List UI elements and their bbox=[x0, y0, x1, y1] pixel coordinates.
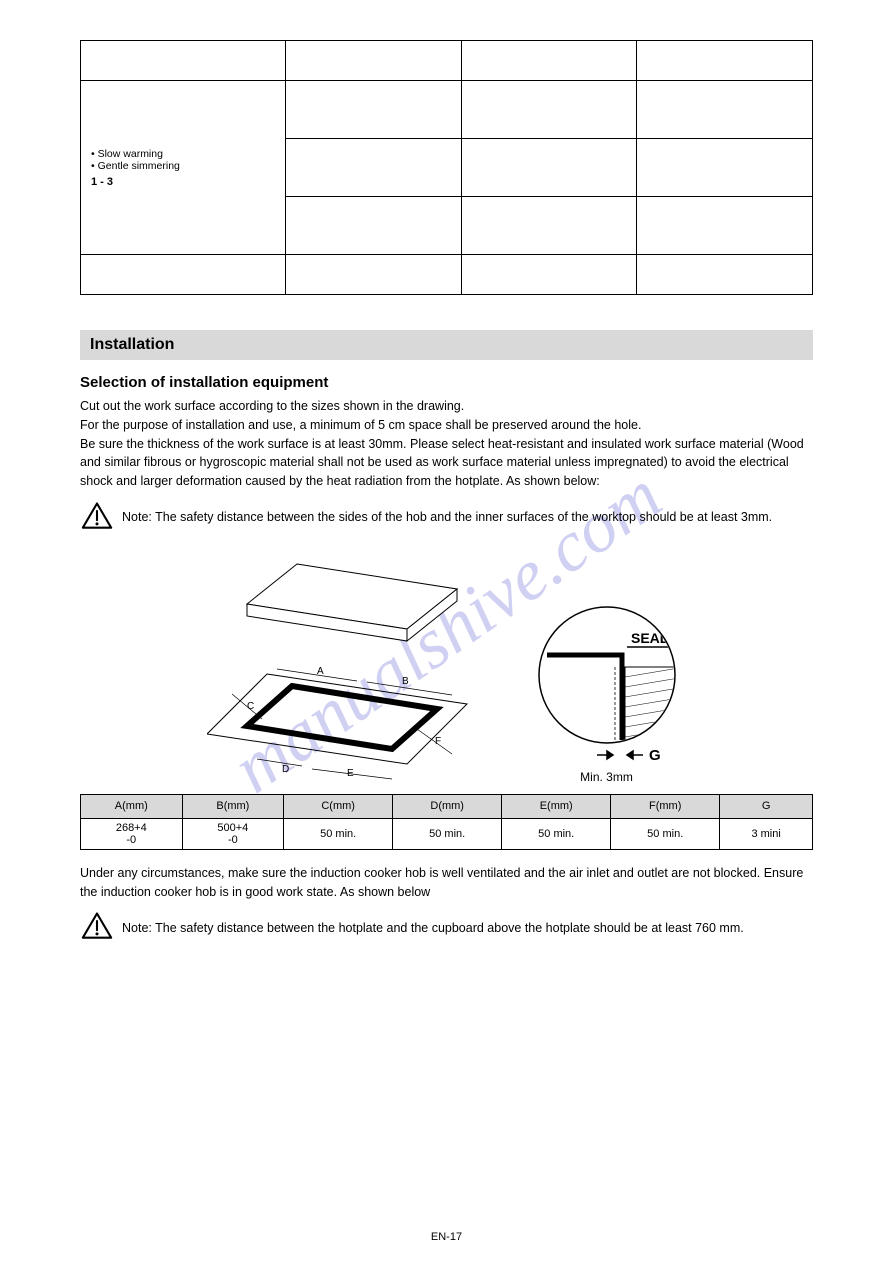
table-header-row: A(mm) B(mm) C(mm) D(mm) E(mm) F(mm) G bbox=[81, 794, 813, 818]
heat-level-cell: • Slow warming • Gentle simmering 1 - 3 bbox=[81, 81, 286, 255]
warning-text: Note: The safety distance between the si… bbox=[122, 510, 772, 524]
dim-cell: 50 min. bbox=[284, 818, 393, 849]
table-cell bbox=[461, 81, 637, 139]
table-row: 268+4 -0 500+4 -0 50 min. 50 min. 50 min… bbox=[81, 818, 813, 849]
installation-diagram: A B C D E F bbox=[80, 544, 813, 784]
dim-header: B(mm) bbox=[182, 794, 284, 818]
dim-cell: 50 min. bbox=[611, 818, 720, 849]
dim-cell: 50 min. bbox=[393, 818, 502, 849]
dimensions-table: A(mm) B(mm) C(mm) D(mm) E(mm) F(mm) G 26… bbox=[80, 794, 813, 850]
table-cell bbox=[461, 139, 637, 197]
ventilation-paragraph: Under any circumstances, make sure the i… bbox=[80, 864, 813, 902]
table-cell bbox=[637, 81, 813, 139]
warning-icon bbox=[80, 911, 114, 944]
page-content: • Slow warming • Gentle simmering 1 - 3 … bbox=[80, 40, 813, 944]
dim-label-D: D bbox=[282, 764, 289, 775]
warning-row: Note: The safety distance between the ho… bbox=[80, 911, 813, 944]
warning-text: Note: The safety distance between the ho… bbox=[122, 921, 744, 935]
section-heading: Installation bbox=[80, 330, 813, 360]
dim-header: A(mm) bbox=[81, 794, 183, 818]
table-cell bbox=[637, 255, 813, 295]
dim-header: D(mm) bbox=[393, 794, 502, 818]
dim-cell: 500+4 -0 bbox=[182, 818, 284, 849]
heat-settings-table: • Slow warming • Gentle simmering 1 - 3 bbox=[80, 40, 813, 295]
cell-text: • Slow warming bbox=[91, 148, 279, 160]
table-cell bbox=[461, 41, 637, 81]
dim-header: E(mm) bbox=[502, 794, 611, 818]
table-cell bbox=[461, 197, 637, 255]
dim-header: G bbox=[720, 794, 813, 818]
seal-cross-section: SEAL G bbox=[527, 605, 687, 765]
dim-cell: 268+4 -0 bbox=[81, 818, 183, 849]
table-cell bbox=[285, 81, 461, 139]
table-cell bbox=[637, 139, 813, 197]
warning-icon bbox=[80, 501, 114, 534]
dim-header: F(mm) bbox=[611, 794, 720, 818]
min-gap-text: Min. 3mm bbox=[527, 770, 687, 784]
warning-row: Note: The safety distance between the si… bbox=[80, 501, 813, 534]
cell-text: 1 - 3 bbox=[91, 176, 279, 188]
table-cell bbox=[637, 41, 813, 81]
dim-cell: 50 min. bbox=[502, 818, 611, 849]
table-row: • Slow warming • Gentle simmering 1 - 3 bbox=[81, 81, 813, 139]
table-cell bbox=[81, 255, 286, 295]
dim-label-B: B bbox=[402, 676, 409, 687]
table-cell bbox=[461, 255, 637, 295]
table-cell bbox=[285, 197, 461, 255]
seal-detail: SEAL G Min. 3mm bbox=[527, 605, 687, 784]
dim-cell: 3 mini bbox=[720, 818, 813, 849]
dim-header: C(mm) bbox=[284, 794, 393, 818]
table-cell bbox=[285, 41, 461, 81]
table-cell bbox=[285, 255, 461, 295]
cell-text: • Gentle simmering bbox=[91, 160, 279, 172]
table-row bbox=[81, 255, 813, 295]
sub-heading: Selection of installation equipment bbox=[80, 374, 813, 391]
dim-label-C: C bbox=[247, 701, 254, 712]
cutout-diagram: A B C D E F bbox=[207, 544, 497, 784]
table-cell bbox=[285, 139, 461, 197]
table-row bbox=[81, 41, 813, 81]
table-cell bbox=[81, 41, 286, 81]
body-paragraph: Cut out the work surface according to th… bbox=[80, 397, 813, 491]
table-cell bbox=[637, 197, 813, 255]
gap-label: G bbox=[649, 747, 661, 764]
page-number: EN-17 bbox=[431, 1231, 462, 1243]
